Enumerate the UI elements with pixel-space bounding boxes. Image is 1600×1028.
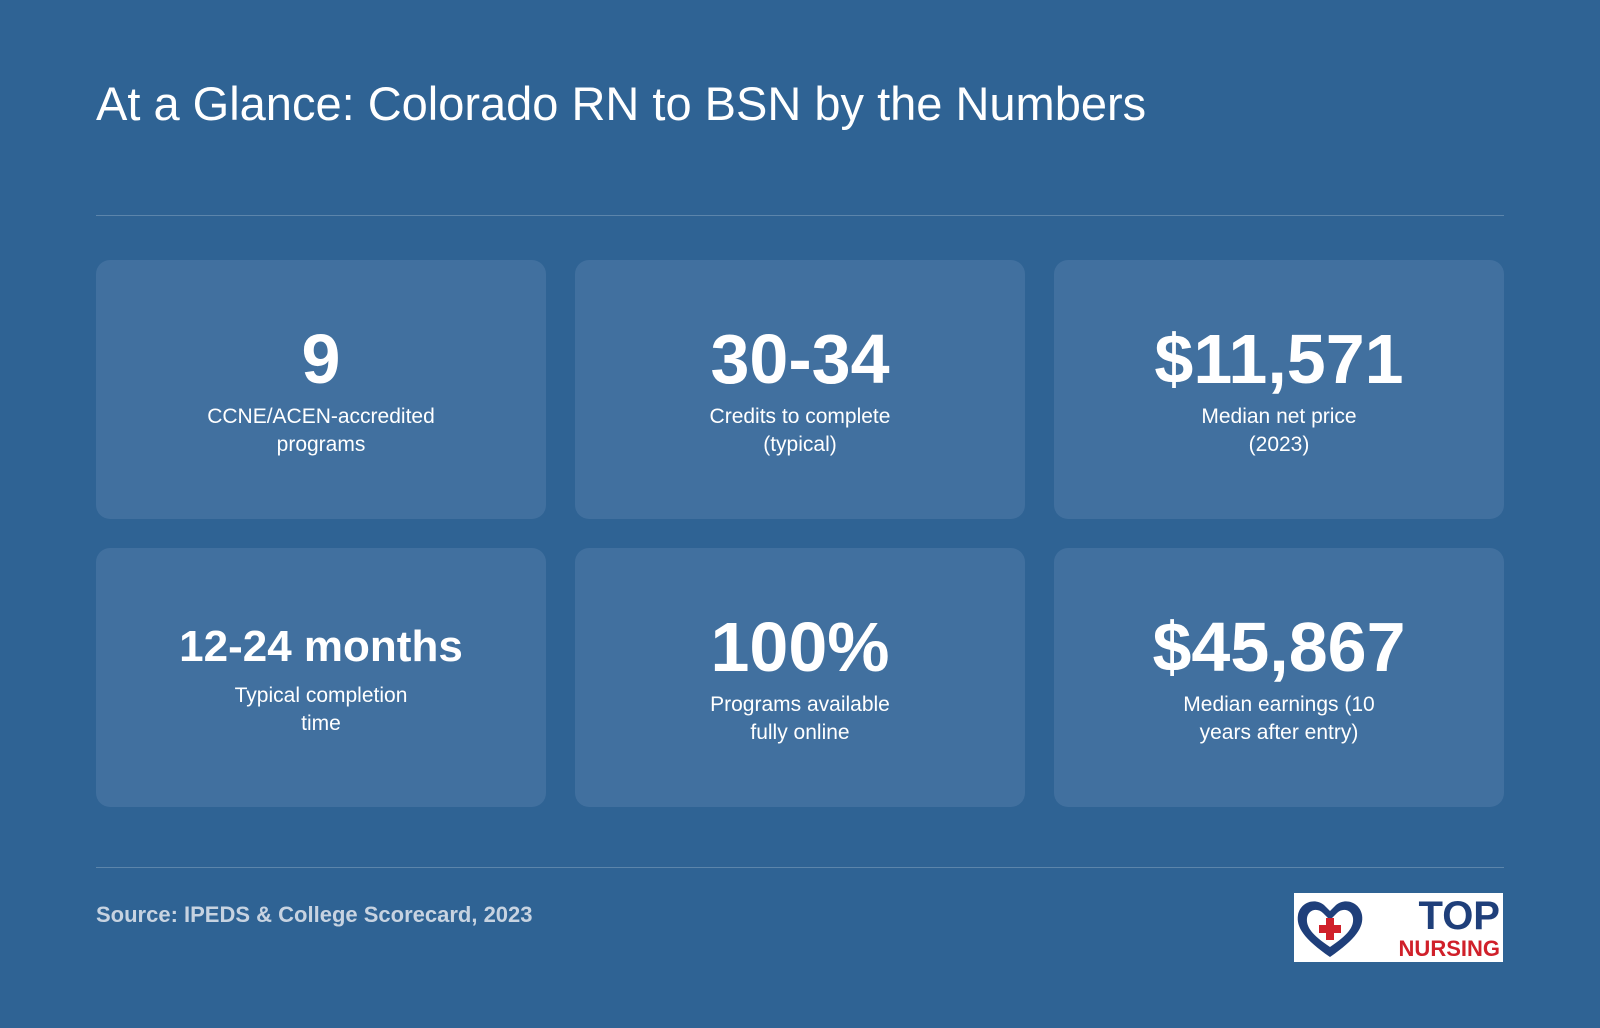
stat-label: CCNE/ACEN-accredited [207, 404, 435, 428]
logo-text: TOP [1418, 894, 1500, 938]
stat-label: (2023) [1248, 432, 1310, 456]
stat-value: 9 [301, 319, 341, 398]
stat-value: $45,867 [1152, 607, 1406, 686]
logo: TOP NURSING [1294, 893, 1503, 962]
stat-card: 30-34 Credits to complete (typical) [575, 260, 1025, 519]
stat-value: 100% [710, 607, 890, 686]
stat-label: Median net price [1201, 404, 1357, 428]
stat-label: Programs available [710, 692, 890, 716]
stat-label: time [301, 711, 341, 735]
stat-label: fully online [750, 720, 850, 744]
logo-text: NURSING [1399, 936, 1500, 961]
stat-grid: 9 CCNE/ACEN-accredited programs 30-34 Credit… [96, 260, 1504, 807]
stat-label: Median earnings (10 [1183, 692, 1375, 716]
stat-card: 9 CCNE/ACEN-accredited programs [96, 260, 546, 519]
stat-label: (typical) [763, 432, 837, 456]
stat-card: $45,867 Median earnings (10 years after en… [1054, 548, 1504, 807]
stat-value: 30-34 [710, 319, 890, 398]
stat-label: years after entry) [1199, 720, 1359, 744]
stat-card: 12-24 months Typical completion time [96, 548, 546, 807]
divider [96, 215, 1504, 216]
stat-card: 100% Programs available fully online [575, 548, 1025, 807]
stat-value: $11,571 [1154, 319, 1404, 398]
page-title: At a Glance: Colorado RN to BSN by the N… [96, 77, 1147, 130]
stat-label: Typical completion [234, 683, 408, 707]
stat-card: $11,571 Median net price (2023) [1054, 260, 1504, 519]
stat-label: Credits to complete [709, 404, 891, 428]
logo-cross [1319, 925, 1341, 933]
divider [96, 867, 1504, 868]
stat-value: 12-24 months [179, 621, 463, 671]
stat-label: programs [276, 432, 366, 456]
source-note: Source: IPEDS & College Scorecard, 2023 [96, 902, 533, 927]
